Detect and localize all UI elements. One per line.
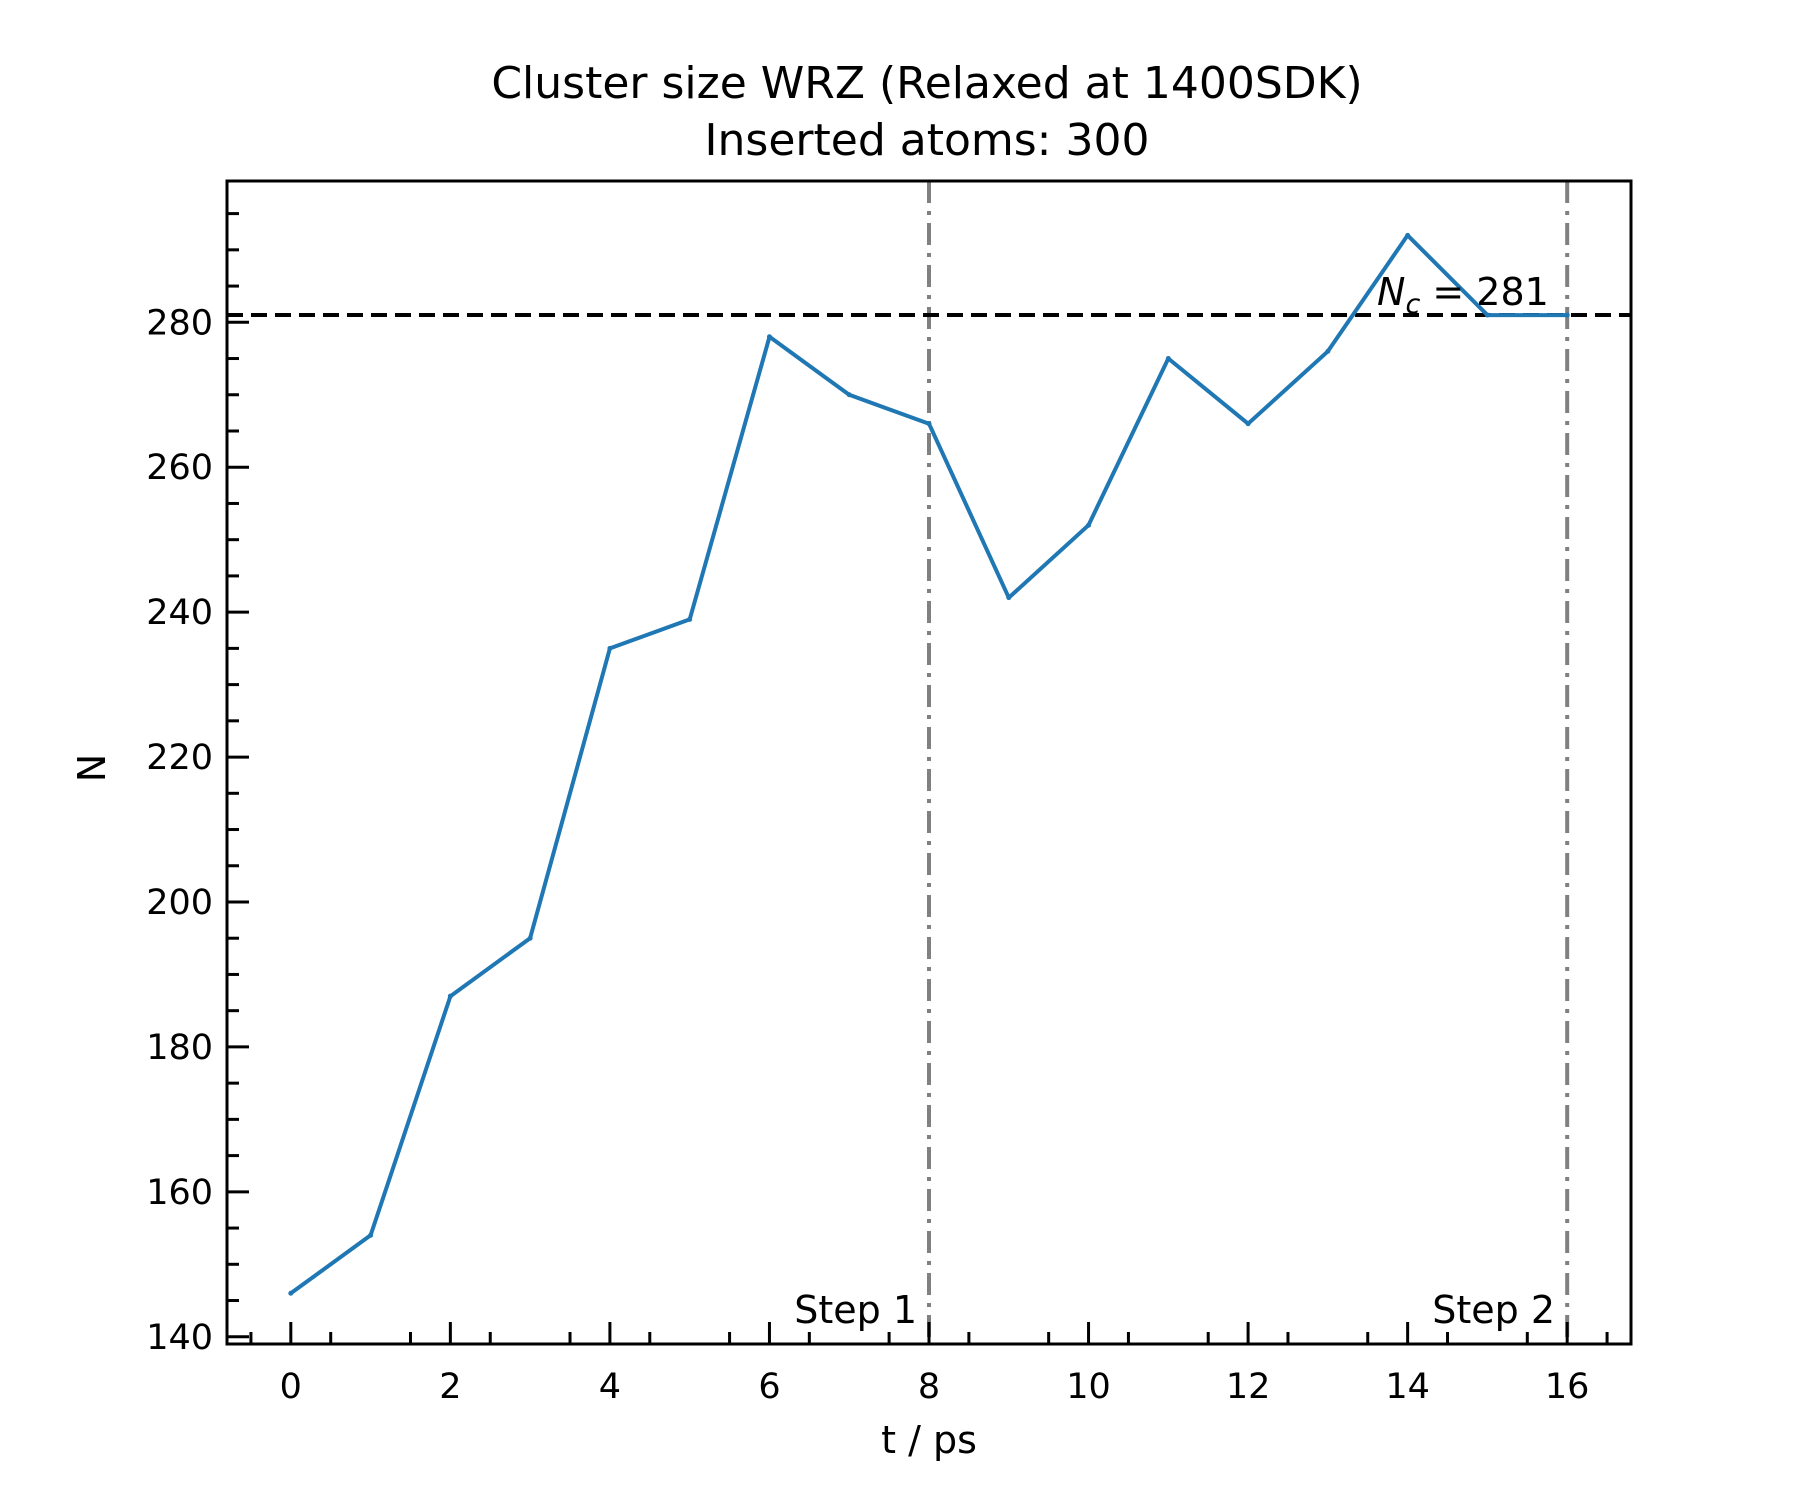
x-tick-label: 2	[439, 1367, 461, 1407]
x-tick-label: 0	[280, 1367, 302, 1407]
data-point	[926, 421, 932, 427]
step-1-label: Step 1	[794, 1288, 917, 1332]
data-point	[1325, 348, 1331, 354]
data-point	[687, 616, 693, 622]
x-tick-label: 4	[599, 1367, 621, 1407]
data-point	[607, 645, 613, 651]
chart-title: Cluster size WRZ (Relaxed at 1400SDK)	[491, 58, 1362, 109]
plot-frame	[225, 179, 1633, 1346]
y-tick-label: 260	[146, 448, 213, 488]
data-point	[1564, 312, 1570, 318]
y-tick-label: 240	[146, 593, 213, 633]
y-tick-label: 200	[146, 883, 213, 923]
x-tick-label: 10	[1066, 1367, 1111, 1407]
nc-subscript: c	[1405, 289, 1420, 320]
y-tick-label: 180	[146, 1028, 213, 1068]
x-tick-label: 12	[1226, 1367, 1271, 1407]
data-point	[846, 392, 852, 398]
x-tick-label: 14	[1385, 1367, 1430, 1407]
y-axis-label: N	[70, 754, 114, 782]
data-point	[447, 993, 453, 999]
nc-annotation: Nc = 281	[1377, 270, 1549, 320]
x-tick-label: 6	[758, 1367, 780, 1407]
data-point	[1405, 232, 1411, 238]
y-tick-label: 280	[146, 303, 213, 343]
x-tick-label: 16	[1545, 1367, 1590, 1407]
data-point	[1006, 595, 1012, 601]
data-point	[1086, 522, 1092, 528]
step-2-label: Step 2	[1432, 1288, 1555, 1332]
nc-symbol: N	[1377, 270, 1405, 314]
nc-value: = 281	[1420, 270, 1549, 314]
data-point	[288, 1290, 294, 1296]
y-tick-label: 140	[146, 1318, 213, 1358]
y-tick-label: 160	[146, 1173, 213, 1213]
data-point	[527, 935, 533, 941]
x-tick-label: 8	[918, 1367, 940, 1407]
x-axis-label: t / ps	[881, 1418, 977, 1462]
data-point	[1165, 356, 1171, 362]
data-point	[1484, 312, 1490, 318]
chart-subtitle: Inserted atoms: 300	[705, 115, 1150, 166]
data-point	[1245, 421, 1251, 427]
data-point	[368, 1232, 374, 1238]
data-point	[766, 334, 772, 340]
y-tick-label: 220	[146, 738, 213, 778]
